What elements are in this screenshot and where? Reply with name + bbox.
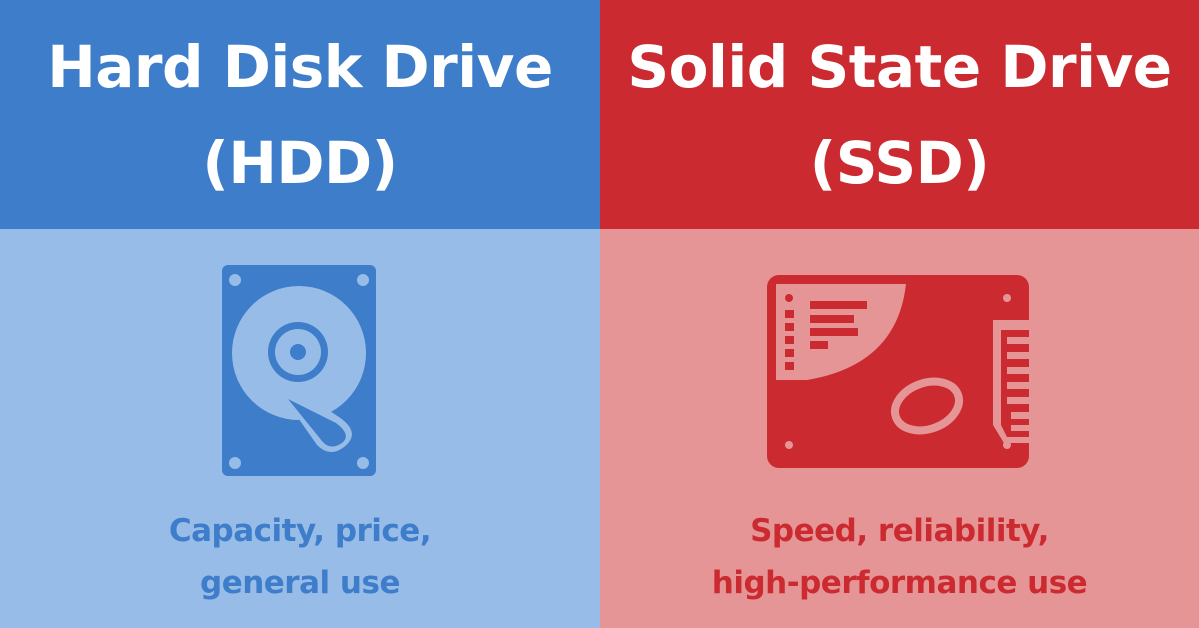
ssd-caption-line2: high-performance use [711, 565, 1088, 601]
hdd-header: Hard Disk Drive (HDD) [0, 0, 600, 229]
hard-disk-icon [222, 265, 376, 476]
solid-state-drive-icon [767, 275, 1029, 468]
hdd-title-line1: Hard Disk Drive [47, 32, 553, 101]
ssd-header: Solid State Drive (SSD) [600, 0, 1199, 229]
ssd-title-line2: (SSD) [809, 128, 990, 197]
ssd-caption: Speed, reliability, high-performance use [600, 505, 1199, 609]
hdd-caption-line1: Capacity, price, [168, 513, 432, 549]
ssd-title-line1: Solid State Drive [627, 32, 1172, 101]
hdd-title-line2: (HDD) [202, 128, 398, 197]
hdd-caption: Capacity, price, general use [0, 505, 600, 609]
hdd-panel: Hard Disk Drive (HDD) Capacity, price, g… [0, 0, 600, 628]
ssd-caption-line1: Speed, reliability, [750, 513, 1049, 549]
hdd-caption-line2: general use [200, 565, 400, 601]
ssd-panel: Solid State Drive (SSD) Speed, reliabili… [600, 0, 1199, 628]
